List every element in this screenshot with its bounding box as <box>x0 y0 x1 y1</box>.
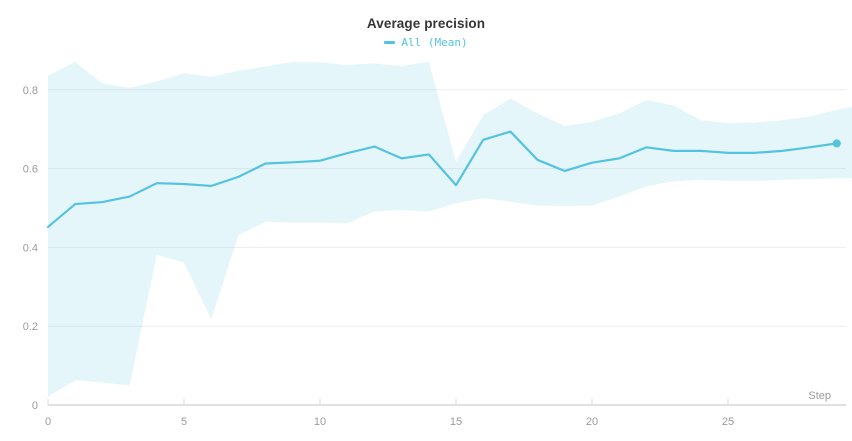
x-tick-label: 5 <box>181 416 187 428</box>
x-tick-label: 10 <box>314 416 326 428</box>
x-tick-label: 20 <box>586 416 598 428</box>
mean-line[interactable] <box>46 130 838 229</box>
legend-label: All (Mean) <box>401 36 468 49</box>
minmax-band <box>48 61 852 397</box>
y-tick-label: 0.2 <box>23 321 38 333</box>
x-axis-label: Step <box>808 390 831 402</box>
y-tick-label: 0.8 <box>23 85 38 97</box>
y-tick-label: 0.4 <box>23 242 38 254</box>
legend[interactable]: All (Mean) <box>0 36 852 49</box>
x-tick-label: 25 <box>722 416 734 428</box>
legend-line-marker <box>384 41 396 44</box>
last-point-marker[interactable] <box>832 139 841 148</box>
y-tick-label: 0.6 <box>23 164 38 176</box>
x-tick-label: 0 <box>45 416 51 428</box>
x-tick-label: 15 <box>450 416 462 428</box>
y-tick-label: 0 <box>32 400 38 412</box>
chart-title: Average precision <box>366 16 486 31</box>
